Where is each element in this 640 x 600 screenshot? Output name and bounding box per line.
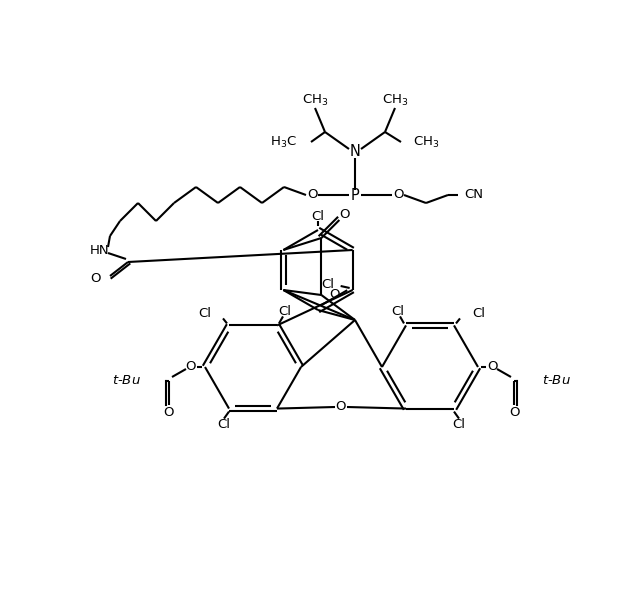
Text: CN: CN <box>464 188 483 202</box>
Text: $t$-Bu: $t$-Bu <box>112 374 141 388</box>
Text: N: N <box>349 145 360 160</box>
Text: Cl: Cl <box>452 418 465 431</box>
Text: O: O <box>90 271 101 284</box>
Text: O: O <box>336 401 346 413</box>
Text: O: O <box>487 361 497 373</box>
Text: CH$_3$: CH$_3$ <box>302 92 328 107</box>
Text: O: O <box>330 289 340 301</box>
Text: Cl: Cl <box>278 305 291 318</box>
Text: O: O <box>307 188 317 202</box>
Text: Cl: Cl <box>472 307 485 320</box>
Text: Cl: Cl <box>312 209 324 223</box>
Text: HN: HN <box>90 244 110 257</box>
Text: Cl: Cl <box>392 305 404 318</box>
Text: H$_3$C: H$_3$C <box>270 134 297 149</box>
Text: O: O <box>164 407 174 419</box>
Text: CH$_3$: CH$_3$ <box>382 92 408 107</box>
Text: Cl: Cl <box>218 418 230 431</box>
Text: Cl: Cl <box>198 307 211 320</box>
Text: O: O <box>339 208 349 221</box>
Text: CH$_3$: CH$_3$ <box>413 134 440 149</box>
Text: $t$-Bu: $t$-Bu <box>542 374 571 388</box>
Text: O: O <box>509 407 519 419</box>
Text: P: P <box>351 187 360 202</box>
Text: O: O <box>186 361 196 373</box>
Text: Cl: Cl <box>322 278 335 292</box>
Text: O: O <box>393 188 403 202</box>
